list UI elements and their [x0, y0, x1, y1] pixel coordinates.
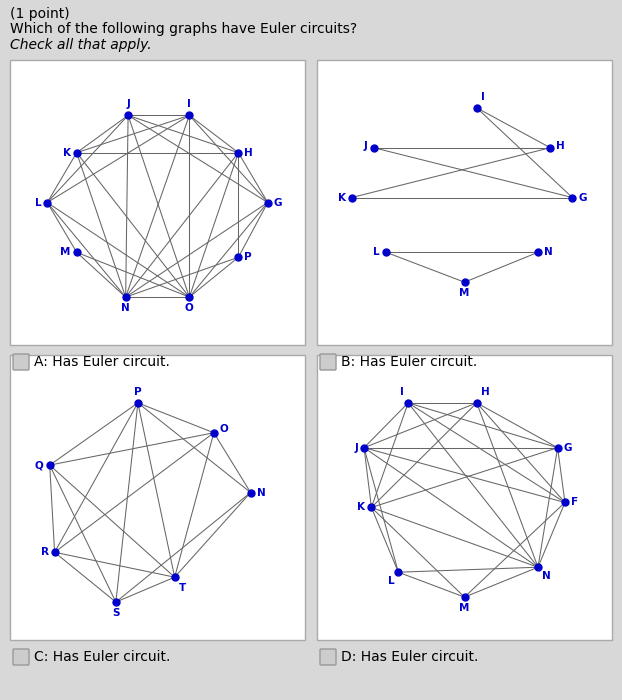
Text: M: M: [60, 247, 71, 258]
Text: N: N: [121, 303, 130, 313]
Text: Check all that apply.: Check all that apply.: [10, 38, 152, 52]
Text: I: I: [481, 92, 485, 102]
Text: P: P: [244, 252, 252, 262]
Text: M: M: [459, 288, 470, 298]
Text: K: K: [358, 503, 365, 512]
Text: H: H: [556, 141, 565, 150]
Text: H: H: [481, 387, 490, 397]
Text: G: G: [274, 197, 282, 207]
Text: I: I: [187, 99, 192, 109]
Text: J: J: [126, 99, 130, 109]
Text: S: S: [112, 608, 119, 618]
FancyBboxPatch shape: [320, 354, 336, 370]
Text: A: Has Euler circuit.: A: Has Euler circuit.: [34, 355, 170, 369]
Text: F: F: [571, 498, 578, 508]
Text: J: J: [364, 141, 368, 150]
Text: N: N: [257, 487, 266, 498]
Text: N: N: [542, 571, 550, 581]
Text: Which of the following graphs have Euler circuits?: Which of the following graphs have Euler…: [10, 22, 357, 36]
Text: J: J: [354, 442, 358, 453]
Text: L: L: [373, 247, 380, 258]
Text: P: P: [134, 387, 142, 397]
Text: (1 point): (1 point): [10, 7, 70, 21]
Text: K: K: [338, 193, 346, 202]
FancyBboxPatch shape: [317, 60, 612, 345]
Text: L: L: [35, 197, 41, 207]
Text: T: T: [179, 583, 186, 593]
FancyBboxPatch shape: [317, 355, 612, 640]
Text: L: L: [388, 576, 394, 586]
Text: N: N: [544, 247, 553, 258]
FancyBboxPatch shape: [10, 60, 305, 345]
Text: D: Has Euler circuit.: D: Has Euler circuit.: [341, 650, 478, 664]
Text: I: I: [401, 387, 404, 397]
Text: R: R: [40, 547, 49, 557]
Text: Q: Q: [35, 460, 44, 470]
Text: H: H: [244, 148, 253, 158]
Text: M: M: [459, 603, 470, 613]
Text: C: Has Euler circuit.: C: Has Euler circuit.: [34, 650, 170, 664]
FancyBboxPatch shape: [320, 649, 336, 665]
Text: G: G: [564, 442, 572, 453]
Text: B: Has Euler circuit.: B: Has Euler circuit.: [341, 355, 477, 369]
Text: O: O: [220, 424, 229, 434]
Text: O: O: [185, 303, 193, 313]
Text: K: K: [63, 148, 71, 158]
FancyBboxPatch shape: [13, 354, 29, 370]
FancyBboxPatch shape: [13, 649, 29, 665]
Text: G: G: [578, 193, 587, 202]
FancyBboxPatch shape: [10, 355, 305, 640]
